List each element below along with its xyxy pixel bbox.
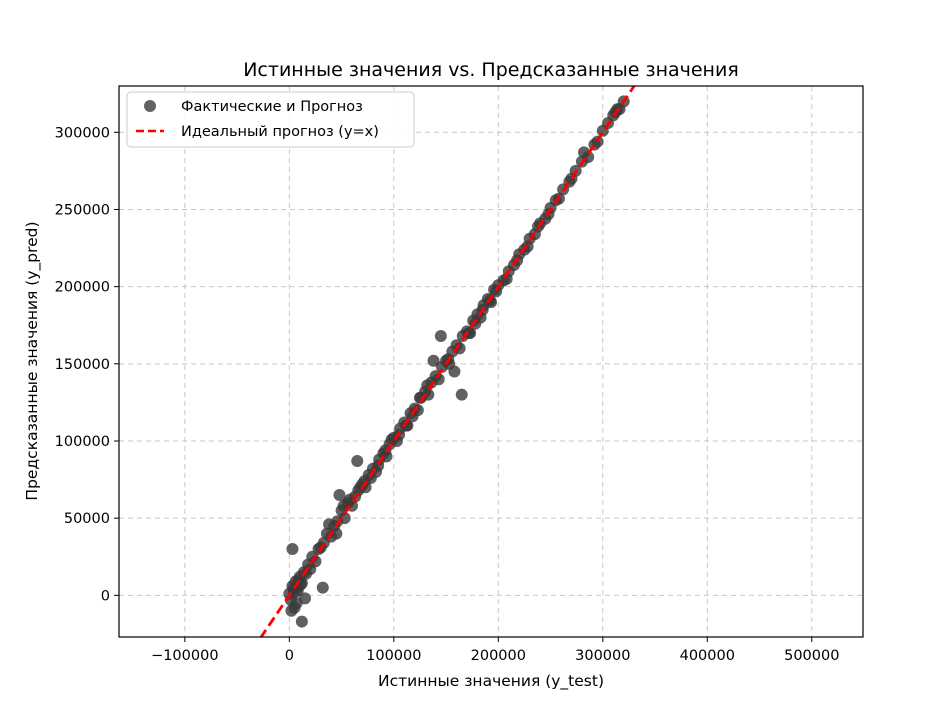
scatter-point: [455, 388, 468, 401]
legend-line-label: Идеальный прогноз (y=x): [181, 124, 379, 140]
y-tick-label: 100000: [55, 434, 110, 450]
scatter-point: [364, 472, 377, 485]
x-tick-label: 0: [285, 648, 294, 664]
scatter-point: [448, 365, 461, 378]
scatter-point: [500, 272, 513, 285]
ideal-line-layer: [259, 86, 636, 637]
scatter-point: [427, 354, 440, 367]
scatter-point: [309, 555, 322, 568]
scatter-point: [295, 615, 308, 628]
scatter-point: [333, 489, 346, 502]
y-tick-label: 250000: [55, 202, 110, 218]
x-axis-label: Истинные значения (y_test): [378, 672, 604, 691]
plot-frame: [118, 85, 864, 638]
scatter-point: [490, 285, 503, 298]
y-axis-ticks: 0 50000 100000 150000 200000 250000 300000: [55, 125, 119, 604]
x-tick-label: 400000: [680, 648, 735, 664]
x-axis-ticks: −100000 0 100000 200000 300000 400000 500000: [151, 637, 839, 664]
scatter-point: [338, 512, 351, 525]
scatter-point: [453, 342, 466, 355]
legend-box: [126, 91, 415, 148]
x-tick-label: 100000: [366, 648, 421, 664]
scatter-point: [316, 581, 329, 594]
scatter-point: [432, 373, 445, 386]
y-tick-label: 300000: [55, 125, 110, 141]
scatter-point: [323, 518, 336, 531]
scatter-point: [413, 391, 426, 404]
scatter-point: [578, 146, 590, 159]
y-axis-label: Предсказанные значения (y_pred): [23, 221, 42, 500]
legend: Фактические и Прогноз Идеальный прогноз …: [126, 91, 415, 148]
y-tick-label: 0: [101, 588, 110, 604]
scatter-point: [299, 592, 311, 605]
scatter-point: [351, 455, 364, 468]
y-tick-label: 200000: [55, 280, 110, 296]
x-tick-label: 300000: [575, 648, 630, 664]
y-tick-label: 50000: [64, 511, 110, 527]
legend-scatter-marker: [144, 100, 156, 112]
x-tick-label: 200000: [471, 648, 526, 664]
scatter-point: [286, 543, 299, 556]
legend-scatter-label: Фактические и Прогноз: [181, 99, 363, 115]
y-tick-label: 150000: [55, 357, 110, 373]
x-tick-label: 500000: [784, 648, 839, 664]
scatter-point: [285, 604, 298, 617]
ideal-fit-line: [259, 86, 636, 637]
scatter-point: [330, 527, 343, 540]
scatter-point: [343, 493, 356, 506]
scatter-point: [434, 330, 447, 343]
scatter-point: [406, 410, 419, 423]
x-tick-label: −100000: [151, 648, 219, 664]
scatter-point: [400, 419, 413, 432]
chart-title: Истинные значения vs. Предсказанные знач…: [243, 59, 739, 81]
